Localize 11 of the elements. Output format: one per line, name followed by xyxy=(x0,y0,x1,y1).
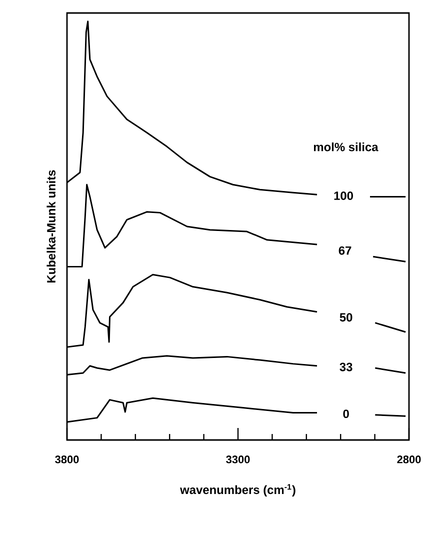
x-axis-title: wavenumbers (cm$^{-1}$) xyxy=(180,484,296,496)
series-label: 50 xyxy=(340,313,352,322)
y-axis-title: Kubelka-Munk units xyxy=(46,170,56,282)
text: 0 xyxy=(343,410,349,418)
x-tick-label: 3800 xyxy=(55,456,79,464)
x-tick-label: 2800 xyxy=(397,456,421,464)
series-label: 67 xyxy=(338,246,352,255)
series-label: 33 xyxy=(340,362,352,372)
series-label: 100 xyxy=(334,192,353,200)
x-tick-label: 3300 xyxy=(226,456,250,464)
legend-title: mol% silica xyxy=(314,142,378,152)
